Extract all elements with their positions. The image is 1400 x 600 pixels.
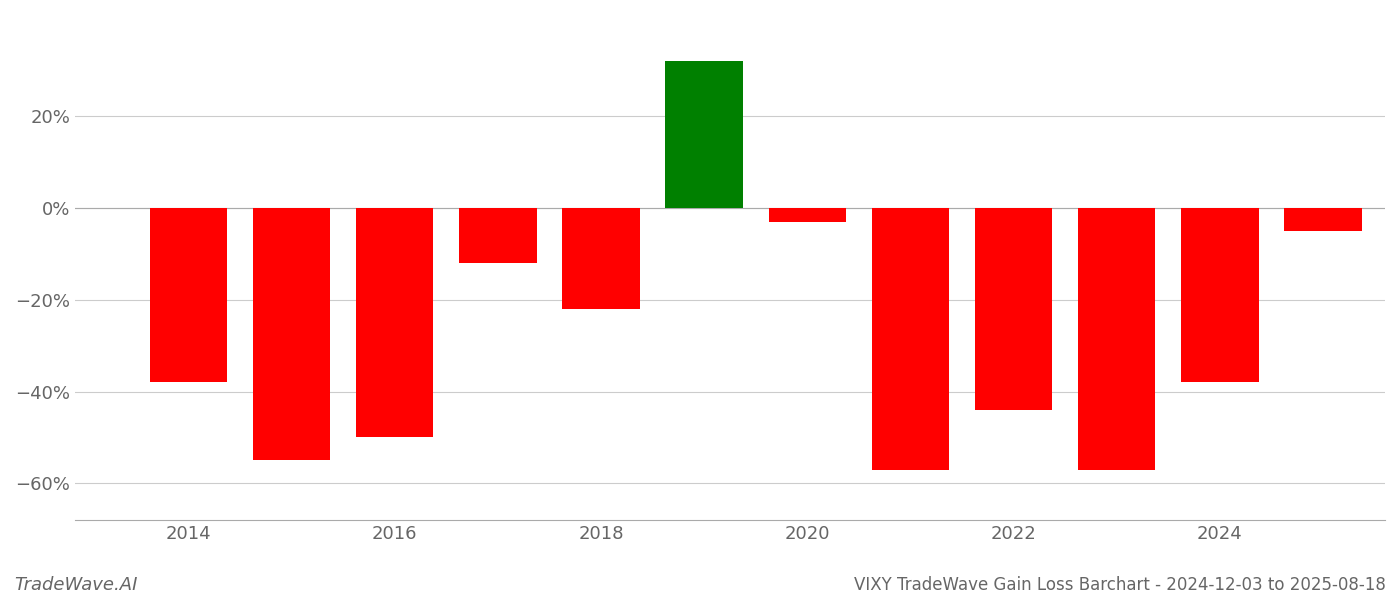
Bar (665, 61, 743, 208)
Text: TradeWave.AI: TradeWave.AI (14, 576, 137, 594)
Bar (253, 208, 330, 460)
Bar (1182, 208, 1259, 382)
Bar (150, 208, 227, 382)
Bar (872, 208, 949, 470)
Bar (563, 208, 640, 309)
Bar (974, 208, 1053, 410)
Bar (459, 208, 536, 263)
Text: VIXY TradeWave Gain Loss Barchart - 2024-12-03 to 2025-08-18: VIXY TradeWave Gain Loss Barchart - 2024… (854, 576, 1386, 594)
Bar (1078, 208, 1155, 470)
Bar (356, 208, 434, 437)
Bar (769, 208, 846, 221)
Bar (1284, 208, 1362, 231)
